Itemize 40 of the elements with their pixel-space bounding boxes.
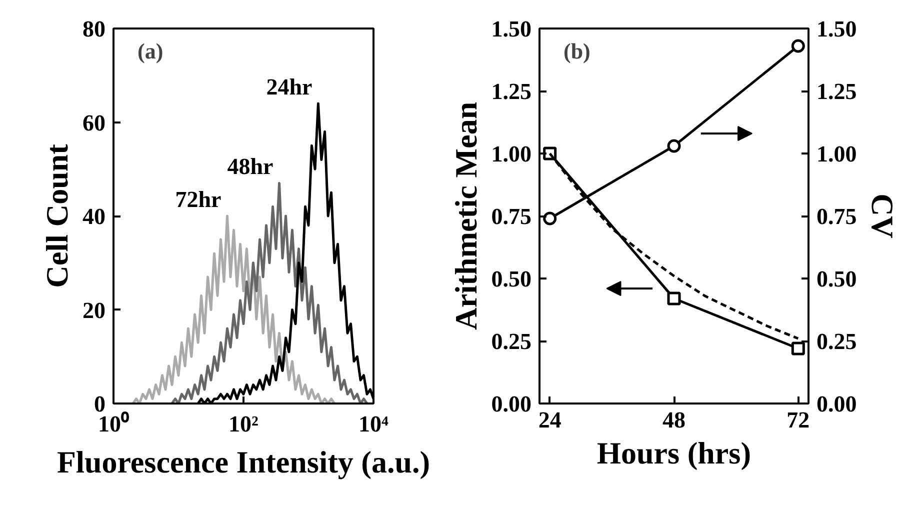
x-tick-label: 48 (662, 408, 686, 432)
y2-tick-label: 0.50 (816, 266, 857, 292)
point (791, 342, 805, 356)
x-axis-title: Fluorescence Intensity (a.u.) (56, 444, 430, 480)
point (543, 212, 557, 226)
y2-axis-title: CV (864, 194, 900, 239)
y2-tick-label: 1.00 (816, 142, 857, 166)
annotation: (b) (564, 38, 590, 64)
point (667, 292, 681, 306)
y-axis-title: Cell Count (40, 143, 74, 288)
line-series (170, 182, 368, 404)
y2-tick-label: 0.00 (816, 392, 857, 416)
line-series (132, 214, 336, 404)
y-tick-label: 80 (82, 16, 106, 42)
point (667, 139, 681, 153)
x-tick-label: 10² (228, 412, 259, 436)
y-tick-label: 0.00 (491, 392, 532, 416)
series-label: 72hr (175, 187, 222, 212)
x-tick-label: 72 (786, 408, 810, 432)
series-label: 24hr (266, 74, 312, 100)
y-tick-label: 1.00 (491, 142, 532, 166)
y-tick-label: 40 (82, 204, 106, 229)
y-tick-label: 1.25 (491, 79, 532, 104)
series-label: 48hr (227, 154, 274, 180)
y-tick-label: 20 (82, 298, 106, 323)
y2-tick-label: 1.25 (816, 79, 857, 104)
y-tick-label: 0.75 (491, 204, 532, 229)
x-tick-label: 24 (538, 408, 562, 432)
y-axis-title: Arithmetic Mean (448, 102, 484, 330)
y2-tick-label: 1.50 (816, 16, 857, 42)
y-tick-label: 1.50 (491, 16, 532, 42)
y-tick-label: 0.25 (491, 329, 532, 354)
annotation: (a) (138, 38, 164, 64)
y-tick-label: 60 (82, 110, 106, 136)
point (791, 39, 805, 53)
y-tick-label: 0.50 (491, 266, 532, 292)
y2-tick-label: 0.75 (816, 204, 857, 229)
x-tick-label: 10⁴ (358, 412, 389, 436)
y2-tick-label: 0.25 (816, 329, 857, 354)
x-axis-title: Hours (hrs) (596, 436, 752, 470)
